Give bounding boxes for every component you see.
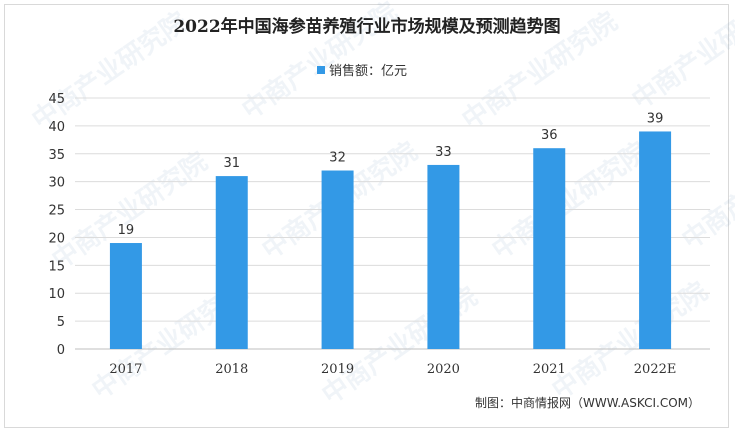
data-label: 33 — [435, 145, 452, 160]
y-tick-label: 30 — [48, 176, 65, 191]
data-label: 31 — [223, 156, 240, 171]
y-tick-label: 45 — [48, 92, 65, 107]
watermark-text: 中商产业研究院 — [26, 6, 193, 136]
legend: 销售额：亿元 — [317, 63, 407, 79]
chart-frame — [4, 4, 729, 428]
x-tick-label: 2018 — [215, 362, 248, 377]
legend-label: 销售额：亿元 — [329, 63, 407, 79]
y-tick-label: 40 — [48, 120, 65, 135]
chart-title: 2022年中国海参苗养殖行业市场规模及预测趋势图 — [173, 16, 560, 37]
gridlines — [75, 97, 710, 350]
watermark-text: 中商产业研究院 — [486, 136, 653, 266]
y-tick-label: 10 — [48, 287, 65, 302]
x-tick-label: 2021 — [533, 362, 566, 377]
data-label: 32 — [329, 151, 346, 166]
y-tick-label: 0 — [57, 343, 65, 358]
watermark-text: 中商产业研究院 — [676, 126, 735, 256]
data-label: 36 — [541, 128, 558, 143]
legend-swatch — [317, 66, 325, 74]
x-tick-label: 2019 — [321, 362, 354, 377]
x-tick-label: 2022E — [634, 362, 677, 377]
y-axis: 0 5 10 15 20 25 30 35 40 45 — [48, 92, 65, 358]
bar — [215, 176, 248, 349]
y-tick-label: 25 — [48, 204, 65, 219]
x-tick-label: 2017 — [109, 362, 142, 377]
watermark-text: 中商产业研究院 — [546, 276, 713, 406]
x-tick-label: 2020 — [427, 362, 460, 377]
y-tick-label: 20 — [48, 231, 65, 246]
bar — [109, 243, 142, 349]
bar — [533, 148, 566, 349]
y-tick-label: 5 — [57, 315, 65, 330]
bar — [639, 131, 672, 349]
y-tick-label: 35 — [48, 148, 65, 163]
bar — [321, 170, 354, 349]
data-label: 19 — [118, 223, 135, 238]
data-label: 39 — [647, 111, 664, 126]
source-note: 制图：中商情报网（WWW.ASKCI.COM） — [475, 395, 700, 410]
bar — [427, 164, 460, 349]
x-axis: 2017 2018 2019 2020 2021 2022E — [109, 362, 676, 377]
y-tick-label: 15 — [48, 259, 65, 274]
bars: 19 31 32 33 36 39 — [109, 111, 672, 349]
